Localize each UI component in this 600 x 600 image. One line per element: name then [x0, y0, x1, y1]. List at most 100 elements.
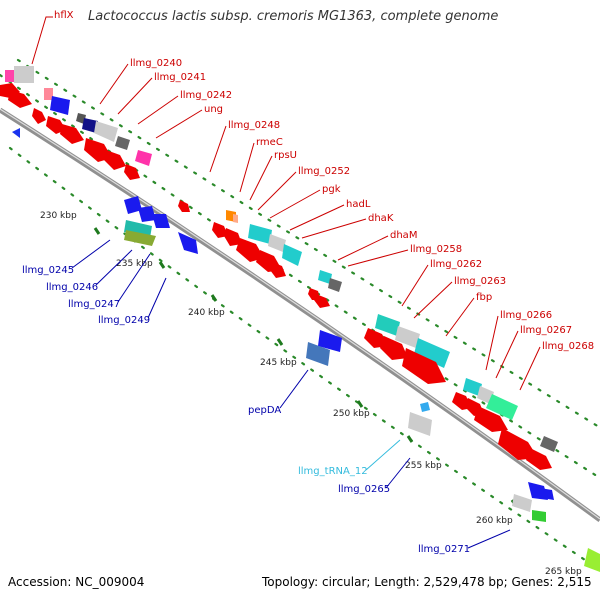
gene-magenta[interactable]	[5, 70, 14, 82]
gene-arrow[interactable]	[236, 238, 264, 262]
gene-arrow[interactable]	[212, 222, 228, 238]
gene-magenta[interactable]	[135, 150, 152, 166]
gene-label-hadL[interactable]: hadL	[346, 199, 371, 210]
gene-label-ung[interactable]: ung	[204, 104, 223, 115]
kbp-tick	[276, 338, 284, 346]
gene-label[interactable]: llmg_0242	[180, 90, 232, 101]
gene-darkgray[interactable]	[328, 278, 342, 292]
gene-arrow[interactable]	[8, 90, 32, 108]
gene-label[interactable]: llmg_0266	[500, 310, 552, 321]
tick-track-inner	[8, 146, 587, 562]
gene-arrow[interactable]	[498, 428, 538, 460]
gene-cyan[interactable]	[318, 270, 332, 284]
gene-label[interactable]: llmg_0247	[68, 299, 120, 310]
gene-arrow[interactable]	[270, 262, 286, 278]
gene-label[interactable]: llmg_0263	[454, 276, 506, 287]
gene-blue[interactable]	[138, 206, 156, 222]
gene-blue[interactable]	[540, 488, 554, 500]
gene-label[interactable]: llmg_0267	[520, 325, 572, 336]
gene-gray[interactable]	[268, 234, 286, 252]
callout-line	[155, 109, 203, 139]
kbp-label: 230 kbp	[40, 211, 77, 221]
reverse-callouts	[71, 239, 511, 549]
kbp-label: 250 kbp	[333, 409, 370, 419]
gene-blue[interactable]	[178, 232, 198, 254]
gene-peach[interactable]	[233, 214, 238, 223]
kbp-tick	[406, 435, 414, 443]
topology-text: Topology: circular; Length: 2,529,478 bp…	[262, 575, 592, 589]
gene-gray[interactable]	[512, 494, 532, 512]
gene-label[interactable]: llmg_0271	[418, 544, 470, 555]
gene-label-trna[interactable]: llmg_tRNA_12	[298, 466, 368, 477]
gene-label-pgk[interactable]: pgk	[322, 184, 341, 195]
gene-label-fbp[interactable]: fbp	[476, 292, 492, 303]
gene-arrow[interactable]	[178, 200, 190, 212]
gene-label[interactable]: llmg_0249	[98, 315, 150, 326]
callout-line	[279, 369, 309, 409]
gene-label-rmeC[interactable]: rmeC	[256, 137, 283, 148]
gene-label-dhaM[interactable]: dhaM	[390, 230, 417, 241]
reverse-strand-genes	[12, 128, 554, 522]
gene-label[interactable]: llmg_0241	[154, 72, 206, 83]
kbp-label: 235 kbp	[116, 259, 153, 269]
gene-arrow[interactable]	[32, 108, 46, 124]
gene-label[interactable]: llmg_0246	[46, 282, 98, 293]
gene-arrow[interactable]	[474, 406, 508, 432]
gene-darkgray[interactable]	[540, 436, 558, 452]
gene-label[interactable]: llmg_0265	[338, 484, 390, 495]
gene-navy[interactable]	[82, 118, 98, 133]
callout-line	[519, 346, 541, 391]
gene-arrow[interactable]	[124, 164, 140, 180]
gene-arrow[interactable]	[60, 124, 84, 144]
gene-cyan[interactable]	[282, 244, 302, 266]
callout-line-trna	[365, 439, 401, 471]
gene-green[interactable]	[532, 510, 546, 522]
callout-line	[239, 142, 255, 193]
gene-olive[interactable]	[124, 230, 156, 246]
gene-label-rpsU[interactable]: rpsU	[274, 150, 297, 161]
gene-label[interactable]: llmg_0245	[22, 265, 74, 276]
gene-gray[interactable]	[408, 412, 432, 436]
gene-blue[interactable]	[50, 96, 70, 115]
gene-label-dhaK[interactable]: dhaK	[368, 213, 394, 224]
gene-label[interactable]: llmg_0268	[542, 341, 594, 352]
gene-lime[interactable]	[584, 548, 600, 572]
map-title: Lactococcus lactis subsp. cremoris MG136…	[88, 9, 499, 24]
gene-label[interactable]: llmg_0258	[410, 244, 462, 255]
kbp-tick	[93, 227, 101, 235]
gene-arrow[interactable]	[402, 348, 446, 384]
gene-label[interactable]: llmg_0252	[298, 166, 350, 177]
gene-lightgray[interactable]	[94, 121, 118, 142]
callout-line	[99, 63, 129, 105]
callout-line	[147, 277, 167, 319]
gene-label-pepDA[interactable]: pepDA	[248, 405, 281, 416]
gene-cyan[interactable]	[248, 224, 272, 244]
gene-darkgray[interactable]	[115, 136, 130, 150]
kbp-label: 265 kbp	[545, 567, 582, 577]
gene-gray[interactable]	[14, 66, 34, 83]
gene-trna[interactable]	[420, 402, 430, 412]
gene-label[interactable]: llmg_0240	[130, 58, 182, 69]
gene-blue[interactable]	[318, 330, 342, 352]
gene-blue-arrow[interactable]	[12, 128, 20, 138]
gene-gray[interactable]	[395, 326, 420, 348]
gene-steelblue[interactable]	[306, 342, 330, 366]
gene-cyan[interactable]	[414, 338, 450, 368]
gene-blue[interactable]	[124, 196, 142, 214]
gene-arrow[interactable]	[224, 228, 242, 246]
gene-arrow[interactable]	[314, 294, 330, 308]
gene-pink[interactable]	[44, 88, 53, 100]
gene-blue[interactable]	[152, 214, 170, 228]
gene-label-hflX[interactable]: hflX	[54, 10, 74, 21]
gene-arrow[interactable]	[380, 336, 408, 360]
gene-green[interactable]	[486, 394, 518, 420]
gene-cyan[interactable]	[463, 378, 482, 396]
gene-cyan[interactable]	[375, 314, 400, 336]
gene-arrow[interactable]	[526, 448, 552, 470]
callout-line	[117, 77, 153, 115]
gene-label[interactable]: llmg_0248	[228, 120, 280, 131]
gene-arrow[interactable]	[104, 150, 126, 170]
gene-label[interactable]: llmg_0262	[430, 259, 482, 270]
forward-callouts	[31, 16, 541, 391]
callout-line	[31, 16, 53, 65]
